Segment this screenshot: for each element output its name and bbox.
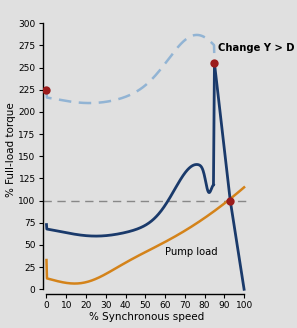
Y-axis label: % Full-load torque: % Full-load torque	[6, 102, 15, 197]
X-axis label: % Synchronous speed: % Synchronous speed	[89, 313, 204, 322]
Text: Change Y > D: Change Y > D	[218, 43, 295, 52]
Text: Pump load: Pump load	[165, 247, 218, 257]
